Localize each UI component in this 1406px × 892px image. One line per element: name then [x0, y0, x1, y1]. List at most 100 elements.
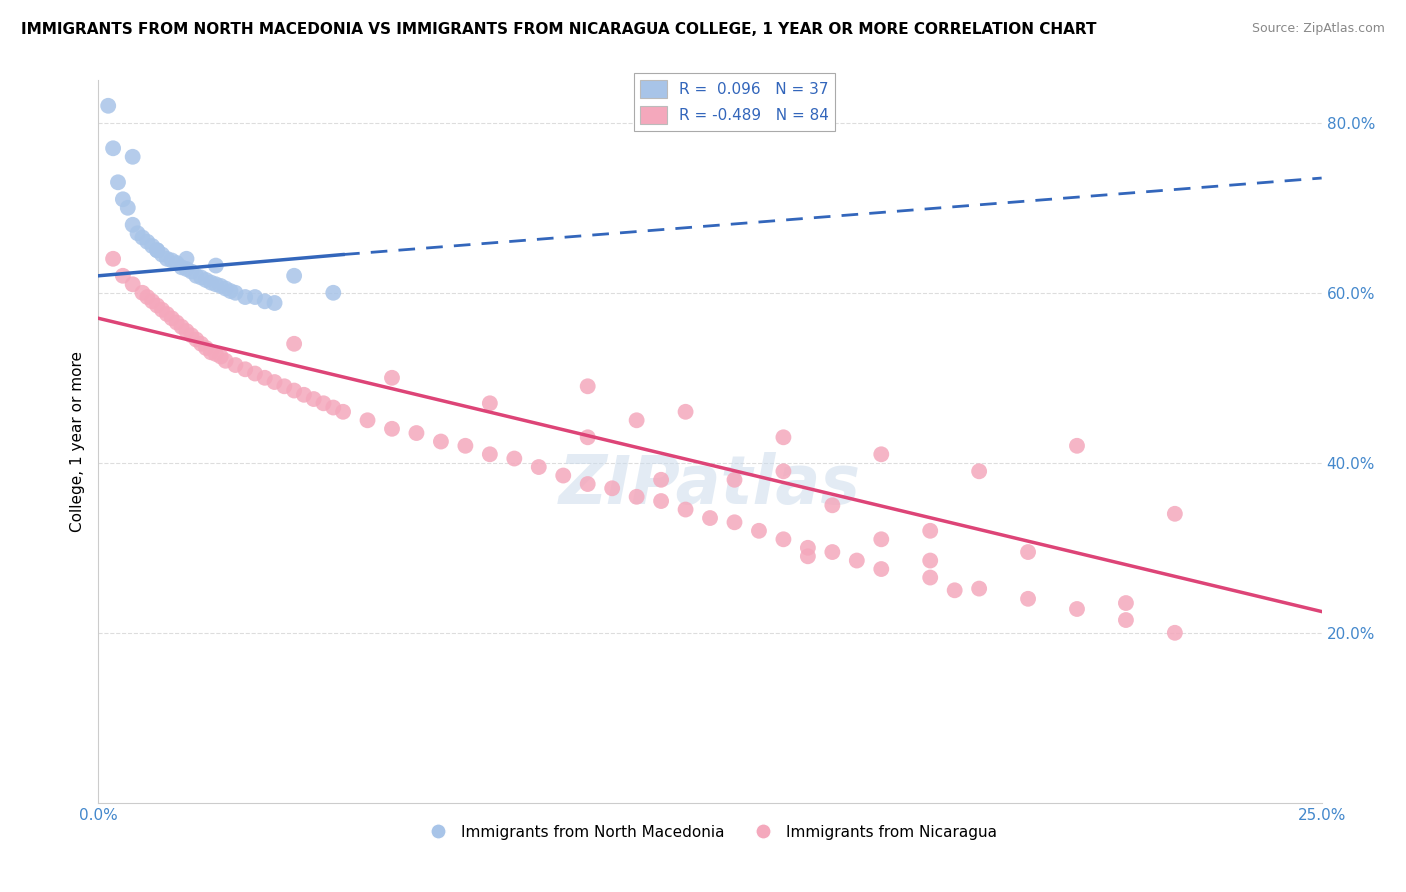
Point [205, 277, 228, 292]
Point [1115, 613, 1137, 627]
Point [527, 460, 550, 475]
Point [146, 244, 169, 258]
Point [772, 464, 794, 478]
Point [233, 290, 256, 304]
Point [797, 549, 820, 564]
Point [650, 494, 672, 508]
Point [170, 319, 193, 334]
Point [1115, 596, 1137, 610]
Point [943, 583, 966, 598]
Point [263, 296, 285, 310]
Point [723, 516, 745, 530]
Point [209, 279, 232, 293]
Point [1066, 602, 1088, 616]
Point [253, 294, 276, 309]
Point [283, 268, 305, 283]
Point [156, 252, 179, 266]
Point [292, 388, 315, 402]
Point [870, 447, 893, 461]
Point [1164, 507, 1187, 521]
Point [1017, 591, 1039, 606]
Point [205, 259, 228, 273]
Point [111, 268, 134, 283]
Point [186, 268, 208, 283]
Point [166, 316, 188, 330]
Point [920, 524, 942, 538]
Point [111, 192, 134, 206]
Point [243, 367, 266, 381]
Point [302, 392, 325, 406]
Point [312, 396, 335, 410]
Point [224, 358, 246, 372]
Point [600, 481, 623, 495]
Point [214, 353, 236, 368]
Point [273, 379, 295, 393]
Point [131, 285, 153, 300]
Point [117, 201, 139, 215]
Point [675, 502, 697, 516]
Point [243, 290, 266, 304]
Text: ZIPatlas: ZIPatlas [560, 452, 860, 518]
Point [219, 284, 242, 298]
Point [190, 270, 212, 285]
Text: IMMIGRANTS FROM NORTH MACEDONIA VS IMMIGRANTS FROM NICARAGUA COLLEGE, 1 YEAR OR : IMMIGRANTS FROM NORTH MACEDONIA VS IMMIG… [21, 22, 1097, 37]
Legend: Immigrants from North Macedonia, Immigrants from Nicaragua: Immigrants from North Macedonia, Immigra… [418, 819, 1002, 846]
Text: Source: ZipAtlas.com: Source: ZipAtlas.com [1251, 22, 1385, 36]
Point [845, 553, 868, 567]
Point [121, 218, 143, 232]
Point [146, 299, 169, 313]
Point [503, 451, 526, 466]
Point [97, 99, 120, 113]
Point [723, 473, 745, 487]
Point [200, 345, 222, 359]
Point [141, 294, 163, 309]
Point [454, 439, 477, 453]
Point [146, 244, 169, 258]
Point [322, 401, 344, 415]
Point [195, 273, 218, 287]
Point [224, 285, 246, 300]
Point [195, 341, 218, 355]
Point [180, 264, 202, 278]
Point [405, 425, 427, 440]
Point [356, 413, 378, 427]
Point [576, 430, 599, 444]
Point [136, 235, 159, 249]
Point [253, 371, 276, 385]
Point [920, 570, 942, 584]
Point [283, 336, 305, 351]
Point [160, 253, 183, 268]
Point [332, 405, 354, 419]
Point [821, 498, 844, 512]
Point [131, 230, 153, 244]
Point [699, 511, 721, 525]
Point [576, 477, 599, 491]
Point [160, 311, 183, 326]
Point [150, 302, 173, 317]
Point [821, 545, 844, 559]
Point [166, 256, 188, 270]
Point [186, 333, 208, 347]
Point [650, 473, 672, 487]
Point [176, 324, 198, 338]
Point [797, 541, 820, 555]
Point [748, 524, 770, 538]
Point [205, 347, 228, 361]
Point [101, 141, 124, 155]
Point [176, 252, 198, 266]
Point [1164, 625, 1187, 640]
Point [200, 276, 222, 290]
Point [870, 562, 893, 576]
Point [626, 490, 648, 504]
Point [121, 277, 143, 292]
Point [478, 447, 501, 461]
Point [176, 262, 198, 277]
Point [141, 239, 163, 253]
Point [967, 582, 990, 596]
Point [283, 384, 305, 398]
Point [381, 422, 404, 436]
Point [263, 375, 285, 389]
Point [430, 434, 453, 449]
Point [772, 533, 794, 547]
Point [156, 307, 179, 321]
